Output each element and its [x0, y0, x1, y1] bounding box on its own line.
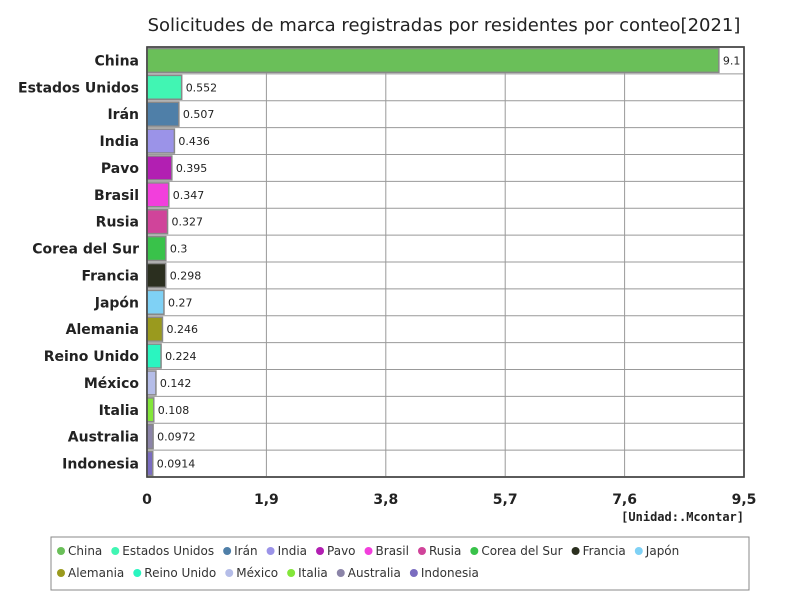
x-tick-label: 9,5 — [732, 492, 757, 508]
x-tick-label: 3,8 — [373, 492, 398, 508]
data-label: 0.327 — [172, 216, 204, 229]
plot-border — [146, 46, 745, 478]
grid — [147, 47, 744, 477]
legend-marker — [111, 547, 120, 555]
category-label: Pavo — [101, 161, 139, 177]
legend-marker — [364, 547, 373, 555]
data-label: 0.142 — [160, 377, 192, 390]
legend-marker — [409, 569, 418, 577]
bar — [146, 155, 173, 181]
data-label: 0.395 — [176, 162, 208, 175]
legend-item: Francia — [583, 544, 626, 558]
data-label: 0.507 — [183, 108, 215, 121]
bar — [146, 424, 154, 450]
data-label: 0.3 — [170, 243, 188, 256]
category-label: Alemania — [66, 322, 139, 338]
category-label: México — [84, 376, 140, 392]
x-tick-label: 0 — [142, 492, 152, 508]
bar — [146, 316, 164, 342]
chart-title: Solicitudes de marca registradas por res… — [148, 15, 741, 36]
legend-item: Italia — [298, 566, 328, 580]
bar — [146, 397, 155, 423]
bar — [146, 450, 154, 477]
legend-item: India — [278, 544, 307, 558]
category-label: Reino Unido — [44, 349, 140, 365]
category-label: China — [95, 53, 139, 69]
bar — [146, 128, 176, 154]
legend-item: Australia — [348, 566, 401, 580]
legend-item: Indonesia — [421, 566, 479, 580]
x-tick-label: 7,6 — [612, 492, 637, 508]
legend-marker — [470, 547, 479, 555]
legend-marker — [336, 569, 345, 577]
legend-box — [50, 536, 750, 591]
legend-item: Pavo — [327, 544, 356, 558]
data-label: 0.27 — [168, 296, 193, 309]
bar — [146, 235, 167, 262]
legend-item: Japón — [645, 544, 679, 558]
data-label: 0.108 — [158, 404, 190, 417]
x-tick-label: 5,7 — [493, 492, 518, 508]
legend: China Estados Unidos Irán India Pavo Brasil Ru… — [50, 536, 750, 591]
legend-item: Rusia — [429, 544, 461, 558]
category-label: Rusia — [96, 215, 139, 231]
category-label: India — [100, 134, 139, 150]
bar — [146, 262, 167, 289]
legend-marker — [57, 547, 65, 555]
legend-item: México — [236, 566, 278, 580]
legend-marker — [287, 569, 296, 577]
legend-marker — [266, 547, 275, 555]
legend-marker — [225, 569, 234, 577]
legend-item: Alemania — [68, 566, 124, 580]
bar — [146, 343, 162, 369]
legend-marker — [223, 547, 232, 555]
bar — [146, 47, 720, 74]
unit-label: [Unidad:.Mcontar] — [621, 510, 744, 524]
category-label: Japón — [94, 295, 139, 311]
legend-item: Brasil — [376, 544, 409, 558]
legend-item: Reino Unido — [144, 566, 216, 580]
bar — [146, 101, 180, 127]
data-label: 0.0972 — [157, 431, 196, 444]
legend-marker — [316, 547, 325, 555]
data-label: 9.1 — [723, 54, 741, 67]
x-axis: 0 1,9 3,8 5,7 7,6 9,5 — [142, 492, 756, 508]
x-tick-label: 1,9 — [254, 492, 279, 508]
category-label: Australia — [68, 430, 139, 446]
data-label: 0.246 — [166, 323, 198, 336]
data-label: 0.224 — [165, 350, 197, 363]
category-label: Brasil — [94, 188, 139, 204]
data-label: 0.347 — [173, 189, 205, 202]
bars: China 9.1 Estados Unidos 0.552 Irán 0.507 Indi… — [18, 46, 745, 478]
legend-marker — [57, 569, 65, 577]
legend-marker — [417, 547, 426, 555]
bar — [146, 289, 165, 315]
legend-item: China — [68, 544, 102, 558]
category-label: Indonesia — [62, 457, 139, 473]
category-label: Italia — [99, 403, 139, 419]
legend-marker — [133, 569, 142, 577]
data-label: 0.436 — [178, 135, 210, 148]
data-label: 0.0914 — [157, 458, 196, 471]
legend-item: Irán — [234, 544, 257, 558]
legend-marker — [571, 547, 580, 555]
legend-item: Estados Unidos — [122, 544, 214, 558]
category-label: Francia — [81, 268, 139, 284]
category-label: Irán — [107, 107, 139, 123]
bar — [146, 209, 169, 235]
data-label: 0.552 — [186, 81, 218, 94]
data-label: 0.298 — [170, 269, 202, 282]
bar — [146, 182, 170, 208]
legend-item: Corea del Sur — [481, 544, 562, 558]
legend-marker — [634, 547, 643, 555]
bar — [146, 74, 183, 100]
bar — [146, 370, 157, 396]
category-label: Estados Unidos — [18, 80, 139, 96]
category-label: Corea del Sur — [32, 242, 139, 258]
